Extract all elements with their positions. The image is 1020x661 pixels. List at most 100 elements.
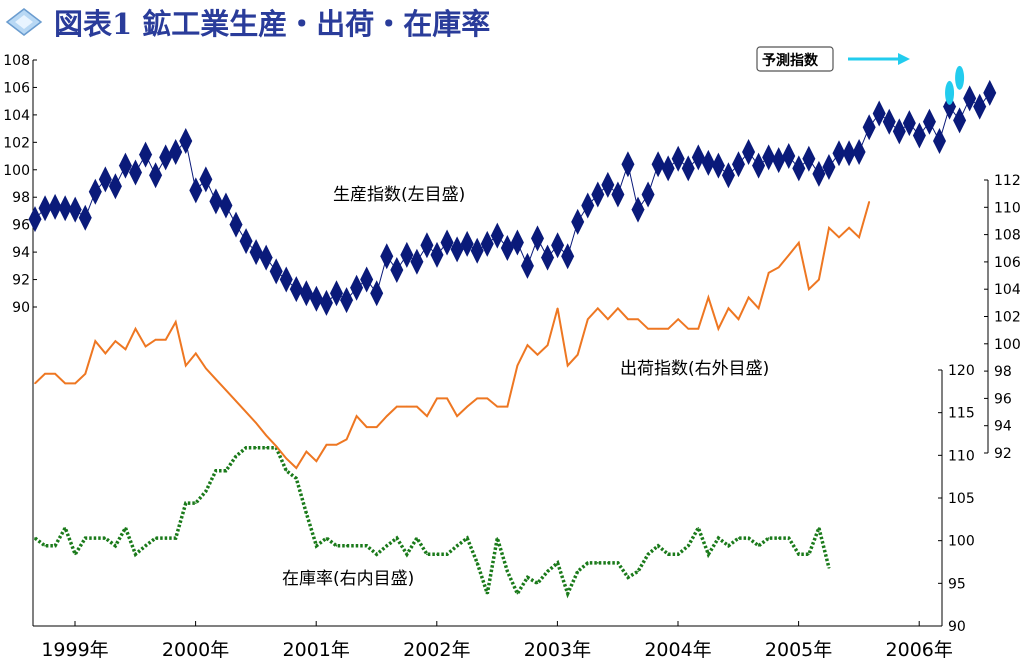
production-index-point [862, 114, 876, 141]
shipment-index-point [416, 405, 418, 408]
x-axis-year-label: 2000年 [162, 639, 229, 661]
inventory-ratio-point [586, 562, 589, 564]
production-index-point [279, 266, 293, 293]
shipment-index-point [195, 352, 197, 355]
left-axis-tick-label: 90 [12, 300, 30, 316]
production-index-point [118, 152, 132, 179]
production-index-point [68, 196, 82, 223]
inventory-ratio-point [215, 469, 217, 472]
production-index-point [510, 229, 524, 256]
shipment-index-series [34, 201, 871, 470]
shipment-index-point [868, 201, 870, 203]
production-index-point [319, 289, 333, 316]
forecast-callout-box [756, 46, 834, 72]
shipment-index-point [737, 318, 740, 321]
inventory-ratio-point [104, 537, 107, 539]
production-index-point [661, 155, 675, 182]
shipment-index-point [144, 345, 147, 348]
production-index-point [782, 143, 796, 170]
production-index-point [179, 127, 193, 154]
inventory-ratio-point [134, 553, 137, 556]
inventory-ratio-point [647, 553, 649, 556]
inventory-ratio-point [526, 576, 529, 579]
shipment-index-point [476, 397, 479, 400]
production-index-point [490, 222, 504, 249]
production-index-point [58, 195, 72, 222]
production-index-point [360, 266, 374, 293]
shipment-index-point [506, 405, 509, 408]
shipment-index-point [84, 373, 87, 375]
inventory-ratio-point [416, 537, 418, 539]
shipment-index-point [365, 426, 368, 428]
left-axis-tick-label: 108 [3, 53, 30, 69]
shipment-index-point [385, 415, 388, 417]
inventory-ratio-point [184, 502, 187, 504]
inventory-ratio-point [315, 544, 318, 547]
production-index-point [370, 280, 384, 307]
production-index-point [711, 152, 725, 179]
production-index-point [581, 192, 595, 219]
production-index-point [571, 208, 585, 235]
production-index-point [209, 188, 223, 215]
inventory-ratio-point [295, 477, 298, 480]
production-index-point [159, 144, 173, 171]
shipment-index-point [858, 236, 860, 239]
production-index-point [802, 145, 816, 172]
inventory-ratio-point [195, 502, 197, 504]
inventory-ratio-line [33, 445, 831, 599]
right-outer-axis-tick-label: 92 [994, 446, 1012, 462]
production-index-point [541, 244, 555, 271]
shipment-index-point [396, 405, 398, 408]
production-index-point [500, 234, 514, 261]
production-index-point [621, 151, 635, 178]
shipment-index-point [325, 444, 328, 446]
shipment-index-point [576, 353, 579, 356]
shipment-index-point [828, 226, 830, 229]
production-index-point [189, 177, 203, 204]
production-index-series [28, 79, 997, 316]
x-axis-year-label: 1999年 [41, 639, 108, 661]
production-index-point [28, 206, 42, 233]
inventory-ratio-point [154, 537, 157, 539]
inventory-ratio-point [717, 537, 720, 539]
production-index-point [762, 144, 776, 171]
inventory-ratio-point [737, 537, 740, 539]
production-index-point [601, 171, 615, 198]
inventory-ratio-point [396, 537, 398, 539]
production-index-point [933, 127, 946, 154]
shipment-index-point [747, 296, 750, 299]
inventory-ratio-point [496, 537, 499, 539]
shipment-index-point [546, 344, 549, 346]
shipment-index-point [114, 340, 117, 342]
production-index-point [38, 195, 52, 222]
production-index-point [330, 280, 343, 307]
shipment-index-line [34, 201, 871, 470]
production-index-point [289, 276, 303, 303]
inventory-ratio-point [546, 570, 549, 573]
inventory-ratio-point [285, 469, 288, 472]
shipment-index-point [275, 445, 278, 447]
shipment-index-point [667, 327, 669, 330]
forecast-index-series [945, 65, 965, 105]
right-outer-axis-tick-label: 104 [994, 282, 1020, 298]
production-index-point [480, 230, 494, 257]
right-outer-axis-tick-label: 108 [994, 228, 1020, 244]
production-index-point [973, 93, 987, 120]
inventory-ratio-point [607, 562, 609, 564]
production-label: 生産指数(左目盛) [333, 185, 465, 205]
shipment-index-point [707, 296, 710, 299]
production-index-point [450, 236, 464, 263]
inventory-ratio-point [506, 570, 509, 573]
shipment-index-point [516, 364, 519, 367]
shipment-index-point [345, 438, 348, 441]
inventory-ratio-point [44, 544, 46, 547]
shipment-index-point [335, 444, 338, 446]
shipment-index-point [235, 400, 237, 402]
inventory-ratio-point [566, 592, 569, 595]
x-axis-year-label: 2006年 [886, 639, 953, 661]
x-axis-year-label: 2004年 [644, 639, 711, 661]
production-index-point [219, 192, 233, 219]
inventory-ratio-point [828, 567, 830, 569]
production-index-point [882, 108, 896, 135]
